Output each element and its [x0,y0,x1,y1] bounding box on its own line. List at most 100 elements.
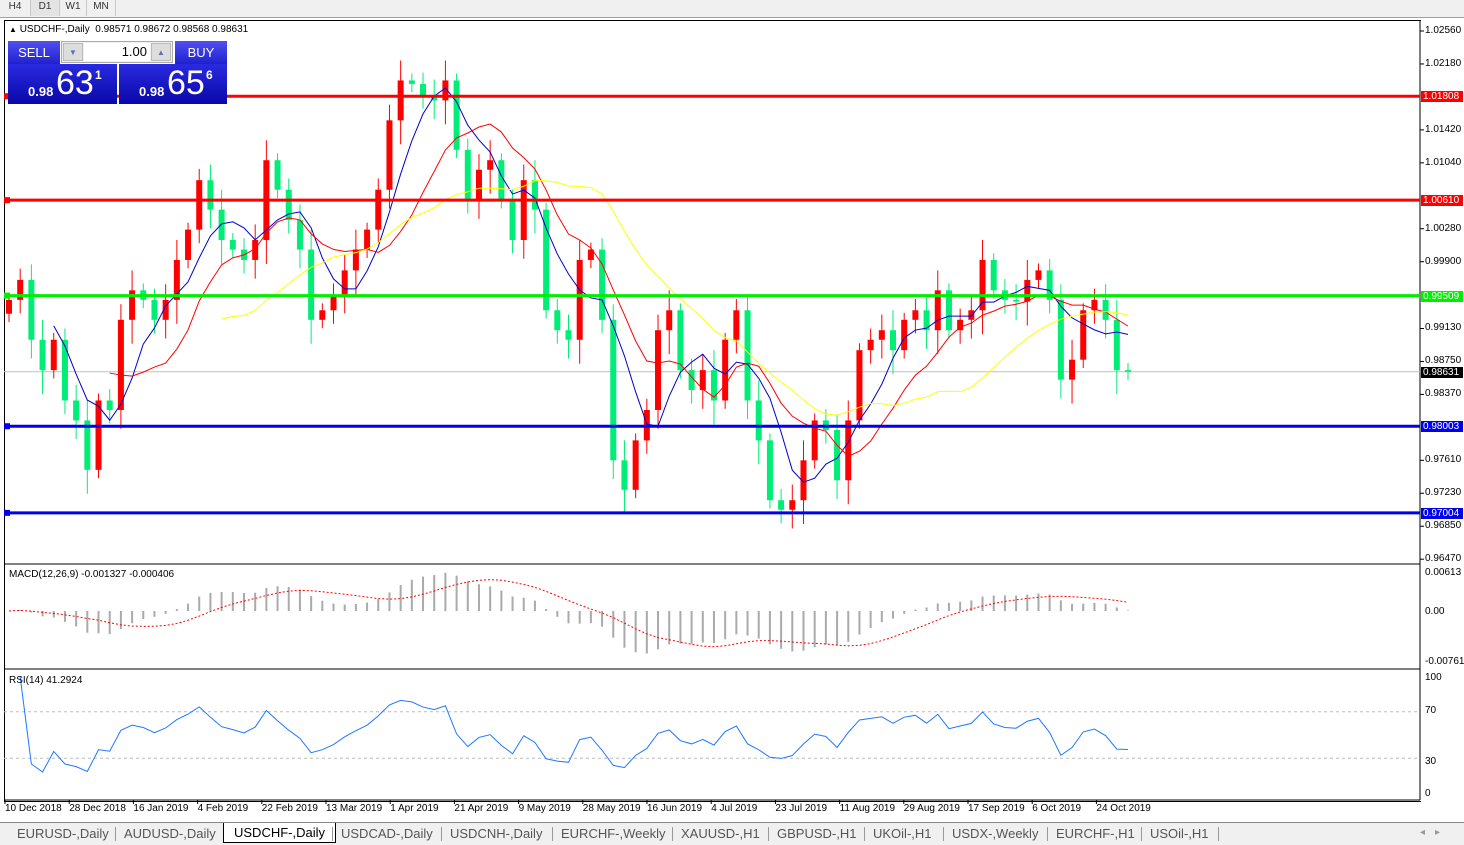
price-axis-label: 0.99130 [1425,322,1462,334]
candle-body [543,209,550,311]
buy-price-pips: 65 [167,64,205,102]
date-axis-label: 4 Feb 2019 [197,803,249,814]
candle-body [744,310,751,401]
candle-body [610,319,617,461]
price-axis-label: 0.98750 [1425,355,1462,367]
candle-body [520,180,527,241]
date-axis-label: 1 Apr 2019 [390,803,439,814]
date-axis-label: 11 Aug 2019 [839,803,896,814]
chart-tab[interactable]: UKOil-,H1 [873,826,932,841]
rsi-axis-100: 100 [1425,672,1442,683]
candle-body [878,330,885,340]
buy-price-fraction: 6 [206,68,213,82]
level-price-tag: 1.00610 [1421,195,1463,207]
buy-button[interactable]: BUY [175,41,227,64]
candle-body [386,120,393,190]
buy-price-button[interactable]: 0.98 65 6 [119,64,227,104]
symbol-title: USDCHF-,Daily [19,24,90,35]
candle-body [1013,299,1020,302]
timeframe-mn[interactable]: MN [87,0,116,16]
candle-body [766,440,773,501]
candle-body [296,220,303,250]
date-axis-label: 21 Apr 2019 [454,803,509,814]
chart-tabs: ◂▸ EURUSD-,Daily AUDUSD-,Daily USDCHF-,Dai… [0,822,1464,845]
chart-tab[interactable]: AUDUSD-,Daily [124,826,216,841]
candle-body [979,259,986,311]
date-axis-label: 23 Jul 2019 [775,803,828,814]
candle-body [442,80,449,101]
candle-body [912,310,919,320]
candle-body [655,330,662,411]
candle-body [420,83,427,96]
price-axis-label: 0.96470 [1425,553,1462,565]
candle-body [1091,299,1098,311]
candle-body [319,310,326,320]
chart-tab[interactable]: USDCAD-,Daily [341,826,433,841]
current-price-tag: 0.98631 [1421,366,1463,378]
chart-tab[interactable]: GBPUSD-,H1 [777,826,857,841]
chart-tab[interactable]: USDX-,Weekly [952,826,1039,841]
sell-price-fraction: 1 [95,68,102,82]
price-axis-label: 1.01040 [1425,156,1462,168]
candle-body [688,370,695,391]
candle-body [308,249,315,320]
candle-body [722,339,729,401]
candle-body [1069,359,1076,380]
tab-separator [1218,827,1219,841]
level-price-tag: 0.98003 [1421,421,1463,433]
chart-tab[interactable]: USOil-,H1 [1150,826,1209,841]
date-axis-label: 28 Dec 2018 [69,803,126,814]
chart-tab[interactable]: EURCHF-,H1 [1056,826,1135,841]
candle-body [106,400,113,411]
tab-separator [332,827,333,841]
candle-body [61,339,68,401]
candle-body [39,339,46,371]
candle-body [677,310,684,371]
collapse-triangle-icon[interactable]: ▲ [9,25,17,34]
candle-body [733,310,740,340]
lot-increase-icon[interactable]: ▲ [151,43,171,61]
candle-body [923,310,930,331]
lot-size-stepper[interactable]: ▼ 1.00 ▲ [61,41,173,63]
chart-tab[interactable]: EURCHF-,Weekly [561,826,666,841]
price-axis-label: 1.01420 [1425,123,1462,135]
macd-axis-min: -0.007612 [1425,656,1464,667]
candle-body [185,229,192,260]
candle-body [934,290,941,331]
candle-body [957,319,964,331]
timeframe-h4[interactable]: H4 [0,0,31,16]
timeframe-toolbar: H4 D1 W1 MN [0,0,1464,18]
tab-separator [552,827,553,841]
timeframe-d1[interactable]: D1 [31,0,60,16]
timeframe-w1[interactable]: W1 [60,0,87,16]
candle-body [6,299,12,314]
price-axis-label: 1.02180 [1425,57,1462,69]
chart-window[interactable] [4,20,1421,802]
sell-button[interactable]: SELL [8,41,60,64]
candle-body [1046,270,1053,300]
price-axis-label: 0.99900 [1425,255,1462,267]
chart-tab[interactable]: USDCHF-,Daily [223,823,336,843]
date-axis-label: 16 Jan 2019 [133,803,189,814]
chart-tab[interactable]: XAUUSD-,H1 [681,826,760,841]
sell-price-button[interactable]: 0.98 63 1 [8,64,117,104]
candle-body [84,420,91,470]
ohlc-values: 0.98571 0.98672 0.98568 0.98631 [95,24,249,35]
candle-body [666,310,673,331]
candle-body [431,95,438,101]
date-axis-label: 22 Feb 2019 [261,803,318,814]
tab-separator [672,827,673,841]
candle-body [397,80,404,121]
lot-size-input[interactable]: 1.00 [84,43,150,61]
chart-tab[interactable]: EURUSD-,Daily [17,826,109,841]
candle-body [73,400,80,421]
tab-scroll-arrows-icon[interactable]: ◂▸ [1419,827,1450,838]
lot-decrease-icon[interactable]: ▼ [63,43,83,61]
candle-body [554,310,561,331]
candle-body [408,80,415,84]
tab-separator [441,827,442,841]
chart-tab[interactable]: USDCNH-,Daily [450,826,543,841]
candle-body [867,339,874,351]
date-axis-label: 24 Oct 2019 [1096,803,1151,814]
